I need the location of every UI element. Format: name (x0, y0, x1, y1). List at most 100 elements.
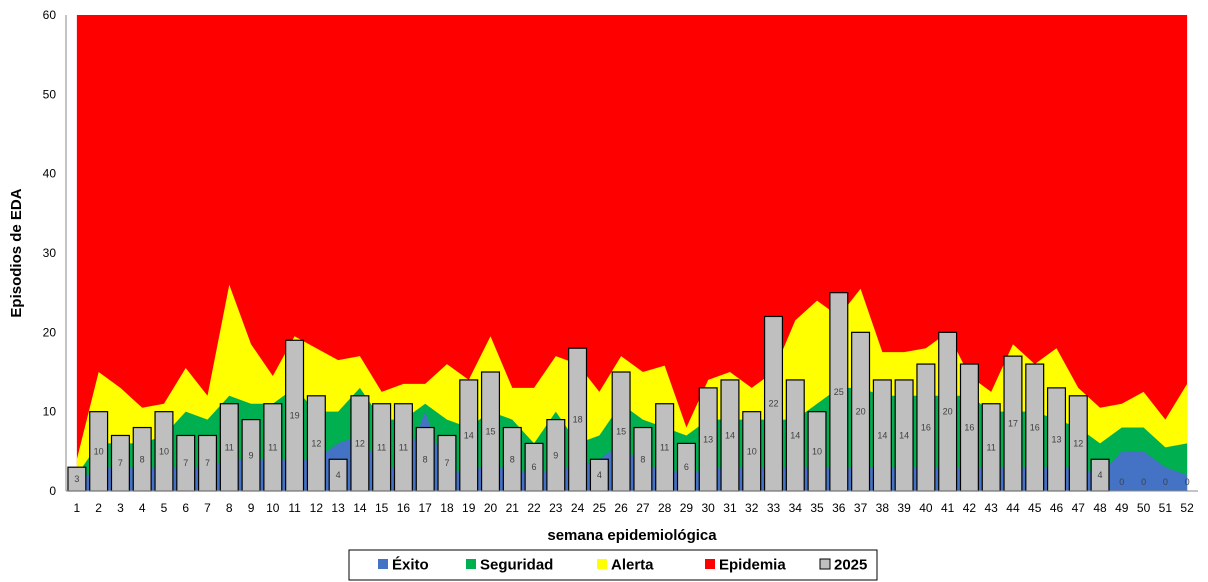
bar-value-label: 9 (553, 450, 558, 460)
bar-value-label: 4 (1098, 470, 1103, 480)
x-tick-label: 25 (593, 501, 607, 515)
bar-value-label: 14 (899, 430, 909, 440)
bar-value-label: 12 (355, 438, 365, 448)
y-tick-label: 0 (49, 484, 56, 498)
bar-value-label: 11 (987, 442, 996, 452)
bar-value-label: 0 (1185, 477, 1190, 487)
x-tick-label: 40 (919, 501, 933, 515)
bar-value-label: 12 (1073, 438, 1083, 448)
bar-value-label: 17 (1008, 419, 1018, 429)
x-tick-label: 46 (1050, 501, 1064, 515)
x-tick-label: 32 (745, 501, 759, 515)
bar-value-label: 9 (249, 450, 254, 460)
bar-value-label: 11 (268, 442, 277, 452)
bar-value-label: 11 (377, 442, 386, 452)
bar-value-label: 25 (834, 387, 844, 397)
bar-value-label: 16 (964, 423, 974, 433)
bar-value-label: 7 (205, 458, 210, 468)
bar-value-label: 10 (812, 446, 822, 456)
x-tick-label: 9 (248, 501, 255, 515)
bar-value-label: 10 (159, 446, 169, 456)
x-tick-label: 23 (549, 501, 563, 515)
legend-swatch (819, 558, 831, 570)
bar-value-label: 14 (725, 430, 735, 440)
x-tick-label: 26 (614, 501, 628, 515)
bar-value-label: 20 (856, 407, 866, 417)
x-tick-label: 28 (658, 501, 672, 515)
bar-value-label: 14 (790, 430, 800, 440)
bar-value-label: 11 (225, 442, 234, 452)
y-tick-layer: 0 10 20 30 40 50 60 (43, 8, 57, 498)
x-tick-label: 45 (1028, 501, 1042, 515)
legend-swatch (705, 559, 715, 569)
bar-value-label: 12 (311, 438, 321, 448)
y-tick-label: 20 (43, 325, 57, 339)
bar-value-label: 8 (510, 454, 515, 464)
x-tick-label: 27 (636, 501, 650, 515)
legend-label: Alerta (611, 557, 654, 574)
x-tick-label: 49 (1115, 501, 1129, 515)
x-tick-label: 35 (810, 501, 824, 515)
x-tick-label: 37 (854, 501, 868, 515)
bar-value-label: 22 (768, 399, 778, 409)
bar-value-label: 16 (921, 423, 931, 433)
x-tick-label: 34 (789, 501, 803, 515)
x-tick-label: 30 (702, 501, 716, 515)
x-tick-label: 18 (440, 501, 454, 515)
bar-value-label: 15 (485, 427, 495, 437)
x-tick-label: 24 (571, 501, 585, 515)
x-tick-label: 19 (462, 501, 476, 515)
x-tick-label: 52 (1180, 501, 1194, 515)
y-tick-label: 30 (43, 246, 57, 260)
x-tick-layer: 1 2 3 4 5 6 7 8 9 10 11 12 13 14 15 16 17 18 19 20 21 22 23 24 2… (74, 501, 1195, 515)
bar-value-label: 15 (616, 427, 626, 437)
x-tick-label: 31 (723, 501, 737, 515)
x-tick-label: 13 (331, 501, 345, 515)
bar-value-label: 6 (532, 462, 537, 472)
bar-value-label: 7 (183, 458, 188, 468)
y-tick-label: 60 (43, 8, 57, 22)
x-tick-label: 36 (832, 501, 846, 515)
bar-value-label: 0 (1119, 477, 1124, 487)
x-tick-label: 43 (985, 501, 999, 515)
bar-value-label: 19 (290, 411, 300, 421)
x-tick-label: 11 (288, 501, 301, 515)
bar-value-label: 8 (140, 454, 145, 464)
x-tick-label: 48 (1093, 501, 1107, 515)
bar-value-label: 4 (597, 470, 602, 480)
bar-value-label: 3 (74, 474, 79, 484)
x-tick-label: 33 (767, 501, 781, 515)
x-tick-label: 22 (527, 501, 541, 515)
bar-value-label: 14 (877, 430, 887, 440)
x-tick-label: 17 (419, 501, 433, 515)
legend-label: Seguridad (480, 557, 553, 574)
x-tick-label: 29 (680, 501, 694, 515)
bar-value-label: 7 (444, 458, 449, 468)
x-tick-label: 10 (266, 501, 280, 515)
x-tick-label: 39 (897, 501, 911, 515)
x-tick-label: 4 (139, 501, 146, 515)
bar-value-label: 13 (1051, 434, 1061, 444)
bar-value-label: 20 (943, 407, 953, 417)
x-tick-label: 47 (1072, 501, 1086, 515)
bar-value-label: 14 (464, 430, 474, 440)
bar-value-label: 11 (399, 442, 408, 452)
x-tick-label: 3 (117, 501, 124, 515)
y-tick-label: 40 (43, 167, 57, 181)
x-tick-label: 44 (1006, 501, 1020, 515)
x-tick-label: 14 (353, 501, 367, 515)
x-tick-label: 38 (876, 501, 890, 515)
x-tick-label: 16 (397, 501, 411, 515)
x-tick-label: 51 (1159, 501, 1173, 515)
x-tick-label: 5 (161, 501, 168, 515)
x-tick-label: 15 (375, 501, 389, 515)
bar-value-label: 10 (94, 446, 104, 456)
y-tick-label: 50 (43, 87, 57, 101)
legend-label: Epidemia (719, 557, 786, 574)
x-axis-title: semana epidemiológica (547, 527, 717, 544)
legend-swatch (597, 559, 607, 569)
x-tick-label: 2 (95, 501, 102, 515)
legend-swatch (378, 559, 388, 569)
bar-value-label: 13 (703, 434, 713, 444)
